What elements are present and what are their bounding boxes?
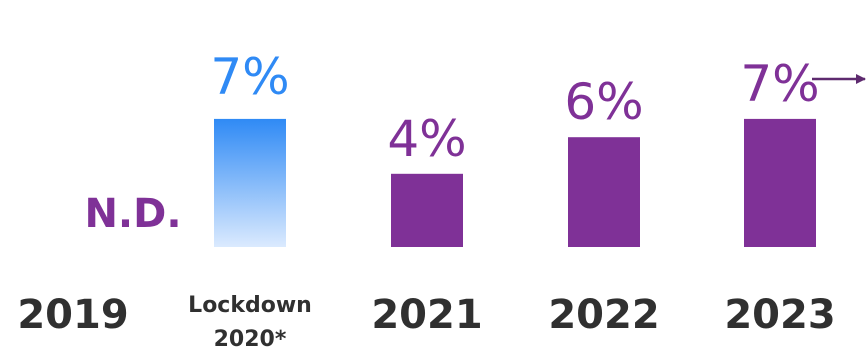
category-label-2023: 2023 xyxy=(724,292,835,338)
value-label-2022: 6% xyxy=(564,73,643,131)
category-label-2019: 2019 xyxy=(17,292,128,338)
value-label-2021: 4% xyxy=(387,110,466,168)
category-label-2022: 2022 xyxy=(548,292,659,338)
value-label-lockdown-2020: 7% xyxy=(210,48,289,106)
value-label-2023: 7% xyxy=(740,55,819,113)
bar-2023 xyxy=(744,118,816,248)
category-label-lockdown-2020-line-1: Lockdown xyxy=(188,293,312,318)
category-labels-layer: 2019 Lockdown 2020* 2021 2022 2023 xyxy=(17,292,835,348)
bars-layer xyxy=(214,118,816,248)
bar-2022 xyxy=(568,137,640,247)
category-label-lockdown-2020-line-2: 2020* xyxy=(214,327,287,348)
category-label-2021: 2021 xyxy=(371,292,482,338)
value-label-2019: N.D. xyxy=(84,191,181,237)
value-labels-layer: N.D. 7% 4% 6% 7% xyxy=(84,48,819,237)
bar-2021 xyxy=(391,173,463,247)
bar-lockdown-2020 xyxy=(214,118,286,248)
